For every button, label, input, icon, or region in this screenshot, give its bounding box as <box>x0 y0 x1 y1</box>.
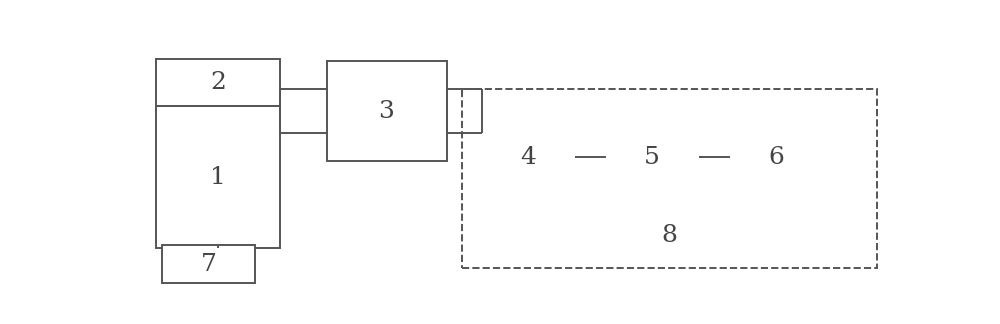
Text: 6: 6 <box>768 146 784 169</box>
Bar <box>482 109 574 206</box>
Bar <box>326 61 447 161</box>
Text: 5: 5 <box>644 146 660 169</box>
Bar <box>156 59 280 106</box>
Text: 2: 2 <box>210 71 226 94</box>
Bar <box>606 109 698 206</box>
Text: 4: 4 <box>520 146 536 169</box>
Bar <box>730 109 822 206</box>
Text: 3: 3 <box>379 100 394 123</box>
Text: 7: 7 <box>201 252 217 275</box>
Bar <box>162 245 255 284</box>
Bar <box>462 89 877 268</box>
Text: 8: 8 <box>662 225 677 248</box>
Bar <box>156 106 280 249</box>
Text: 1: 1 <box>210 166 226 189</box>
